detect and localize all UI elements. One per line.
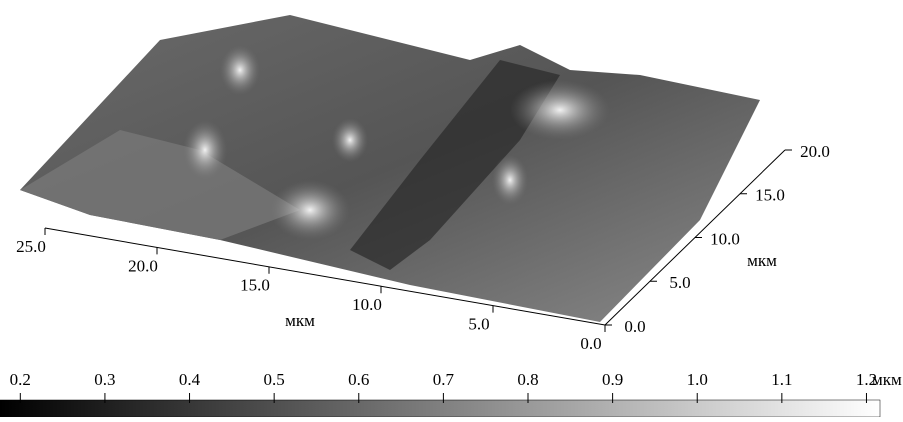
x-tick-label: 5.0 bbox=[468, 315, 489, 334]
colorbar-tick-label: 0.7 bbox=[433, 370, 455, 389]
y-tick-label: 0.0 bbox=[624, 317, 645, 336]
colorbar-tick-label: 0.5 bbox=[264, 370, 285, 389]
x-tick-label: 10.0 bbox=[352, 295, 382, 314]
colorbar-tick-label: 0.3 bbox=[94, 370, 115, 389]
surface bbox=[20, 15, 760, 322]
x-tick-label: 25.0 bbox=[16, 237, 46, 256]
colorbar-tick-label: 0.2 bbox=[10, 370, 31, 389]
y-tick-label: 20.0 bbox=[800, 142, 830, 161]
colorbar bbox=[0, 400, 880, 417]
y-axis-label: мкм bbox=[747, 251, 777, 270]
colorbar-tick-label: 1.1 bbox=[771, 370, 792, 389]
colorbar-tick-label: 1.2 bbox=[856, 370, 877, 389]
x-axis-label: мкм bbox=[285, 311, 315, 330]
x-tick-label: 20.0 bbox=[128, 256, 158, 275]
y-tick-label: 10.0 bbox=[710, 229, 740, 248]
figure: мкм мкм мкм 25.020.015.010.05.00.00.05.0… bbox=[0, 0, 903, 417]
colorbar-tick-label: 0.4 bbox=[179, 370, 201, 389]
colorbar-tick-label: 0.9 bbox=[602, 370, 623, 389]
colorbar-tick-label: 0.6 bbox=[348, 370, 369, 389]
y-tick-label: 15.0 bbox=[755, 186, 785, 205]
colorbar-tick-label: 1.0 bbox=[687, 370, 708, 389]
x-tick-label: 15.0 bbox=[240, 276, 270, 295]
colorbar-tick-label: 0.8 bbox=[517, 370, 538, 389]
y-tick-label: 5.0 bbox=[669, 273, 690, 292]
x-tick-label: 0.0 bbox=[580, 334, 601, 353]
